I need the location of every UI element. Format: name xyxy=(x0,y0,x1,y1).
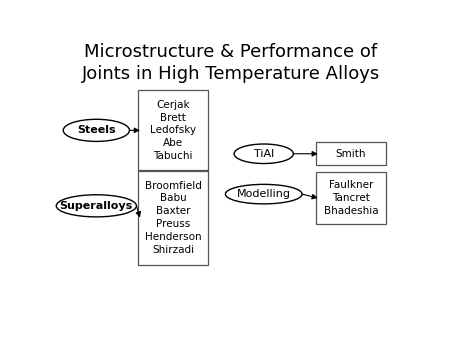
Text: Microstructure & Performance of
Joints in High Temperature Alloys: Microstructure & Performance of Joints i… xyxy=(81,43,380,83)
Text: Superalloys: Superalloys xyxy=(60,201,133,211)
Text: Steels: Steels xyxy=(77,125,116,135)
Text: Smith: Smith xyxy=(336,149,366,159)
Text: Faulkner
Tancret
Bhadeshia: Faulkner Tancret Bhadeshia xyxy=(324,180,378,216)
Text: Cerjak
Brett
Ledofsky
Abe
Tabuchi: Cerjak Brett Ledofsky Abe Tabuchi xyxy=(150,100,196,161)
Text: Broomfield
Babu
Baxter
Preuss
Henderson
Shirzadi: Broomfield Babu Baxter Preuss Henderson … xyxy=(144,180,202,255)
Text: Modelling: Modelling xyxy=(237,189,291,199)
Text: TiAl: TiAl xyxy=(254,149,274,159)
